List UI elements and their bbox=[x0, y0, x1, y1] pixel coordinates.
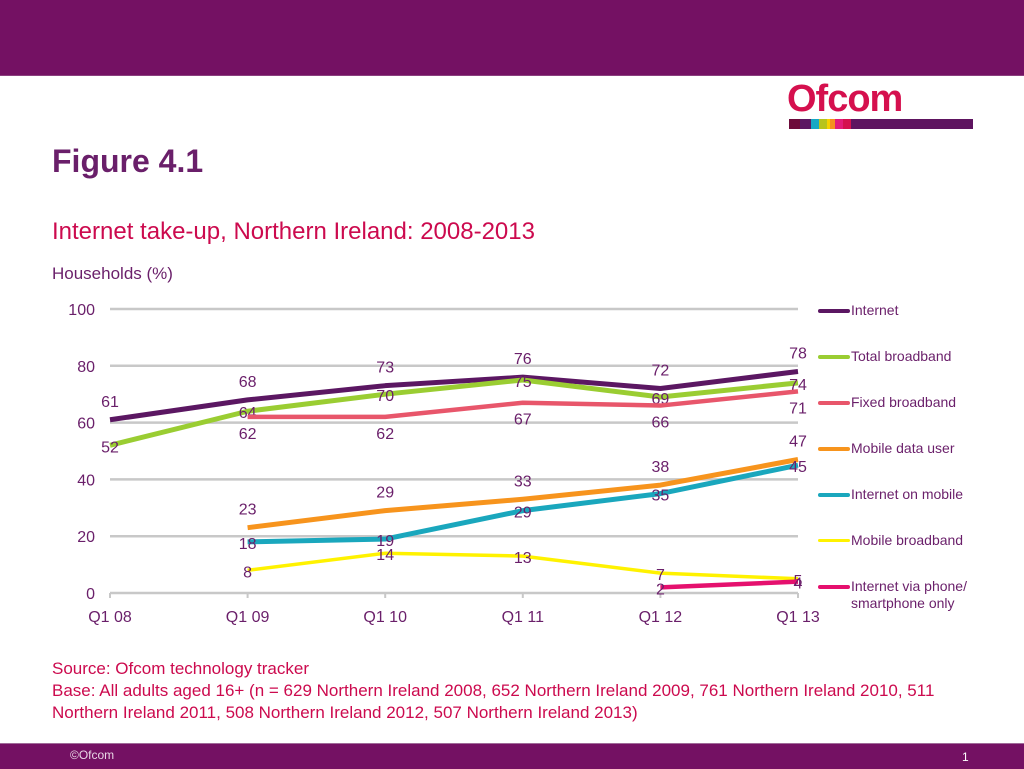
legend-item: Total broadband bbox=[818, 348, 981, 365]
legend-swatch bbox=[818, 309, 850, 313]
legend-label: Mobile broadband bbox=[851, 532, 964, 548]
series-line-fixed-broadband bbox=[247, 389, 799, 420]
data-label-mobile-data-user: 38 bbox=[652, 459, 670, 476]
y-tick-label: 0 bbox=[86, 586, 95, 603]
data-label-mobile-broadband: 14 bbox=[376, 547, 394, 564]
data-label-internet: 76 bbox=[514, 351, 532, 368]
data-label-internet: 61 bbox=[101, 394, 119, 411]
series-line-mobile-data-user bbox=[247, 457, 799, 531]
logo-bar-segment bbox=[789, 119, 800, 129]
data-label-mobile-data-user: 29 bbox=[376, 485, 394, 502]
data-label-internet-on-mobile: 19 bbox=[376, 533, 394, 550]
chart-title: Internet take-up, Northern Ireland: 2008… bbox=[52, 218, 535, 245]
legend-swatch bbox=[818, 447, 850, 451]
x-tick-label: Q1 13 bbox=[776, 609, 820, 626]
data-label-total-broadband: 70 bbox=[376, 388, 394, 405]
data-label-internet-on-mobile: 35 bbox=[652, 488, 670, 505]
data-label-fixed-broadband: 62 bbox=[376, 426, 394, 443]
data-label-internet: 68 bbox=[239, 374, 257, 391]
legend-label: Internet bbox=[851, 302, 899, 318]
legend-item: Internet via phone/ smartphone only bbox=[818, 578, 976, 612]
logo-bar-segment bbox=[835, 119, 843, 129]
logo-bar-segment bbox=[827, 119, 830, 129]
logo-bar-segment bbox=[830, 119, 835, 129]
x-tick-label: Q1 10 bbox=[363, 609, 407, 626]
legend-swatch bbox=[818, 401, 850, 405]
data-label-mobile-broadband: 8 bbox=[243, 564, 252, 581]
legend-swatch bbox=[818, 539, 850, 542]
data-label-mobile-broadband: 13 bbox=[514, 550, 532, 567]
series-line-internet-via-phone-smartphone-only bbox=[660, 579, 799, 590]
legend-label: Mobile data user bbox=[851, 440, 955, 456]
logo-color-bar bbox=[789, 119, 973, 129]
legend-item: Mobile broadband bbox=[818, 532, 981, 549]
base-line: Base: All adults aged 16+ (n = 629 North… bbox=[52, 681, 935, 722]
series-line-internet-on-mobile bbox=[247, 462, 799, 545]
data-label-mobile-data-user: 23 bbox=[239, 502, 257, 519]
legend-label: Internet on mobile bbox=[851, 486, 964, 502]
data-label-internet: 78 bbox=[789, 345, 807, 362]
data-label-internet-on-mobile: 18 bbox=[239, 536, 257, 553]
page-number: 1 bbox=[962, 750, 969, 764]
logo-wordmark: Ofcom bbox=[787, 78, 903, 120]
x-tick-label: Q1 12 bbox=[639, 609, 683, 626]
legend-swatch bbox=[818, 493, 850, 497]
logo-bar-segment bbox=[843, 119, 851, 129]
legend-swatch bbox=[818, 355, 850, 359]
logo-bar-segment bbox=[851, 119, 973, 129]
data-label-fixed-broadband: 71 bbox=[789, 400, 807, 417]
data-label-fixed-broadband: 67 bbox=[514, 412, 532, 429]
legend-item: Internet bbox=[818, 302, 981, 319]
data-label-total-broadband: 64 bbox=[239, 405, 257, 422]
logo-bar-segment bbox=[819, 119, 827, 129]
legend-label: Fixed broadband bbox=[851, 394, 957, 410]
logo-bar-segment bbox=[811, 119, 819, 129]
legend-item: Internet on mobile bbox=[818, 486, 981, 503]
data-label-internet: 72 bbox=[652, 363, 670, 380]
y-axis-title: Households (%) bbox=[52, 264, 173, 283]
data-label-mobile-data-user: 33 bbox=[514, 473, 532, 490]
data-label-internet: 73 bbox=[376, 360, 394, 377]
ofcom-logo: Ofcom bbox=[787, 78, 973, 130]
series-line-total-broadband bbox=[109, 377, 799, 448]
x-tick-label: Q1 08 bbox=[88, 609, 132, 626]
source-note: Source: Ofcom technology tracker Base: A… bbox=[52, 658, 952, 724]
line-chart: 0 20 40 60 80 100 Q1 08 Q1 09 Q1 10 Q1 11 Q1 12 Q1 … bbox=[68, 302, 820, 626]
footer-band: ©Ofcom 1 bbox=[0, 743, 1024, 769]
figure-label: Figure 4.1 bbox=[52, 143, 204, 179]
y-tick-label: 80 bbox=[77, 359, 95, 376]
data-label-internet-on-mobile: 45 bbox=[789, 459, 807, 476]
copyright: ©Ofcom bbox=[70, 748, 115, 762]
legend-item: Fixed broadband bbox=[818, 394, 981, 411]
logo-bar-segment bbox=[800, 119, 811, 129]
y-tick-label: 20 bbox=[77, 529, 95, 546]
y-tick-label: 60 bbox=[77, 416, 95, 433]
y-tick-label: 40 bbox=[77, 472, 95, 489]
data-label-mobile-broadband: 7 bbox=[656, 567, 665, 584]
legend-label: Total broadband bbox=[851, 348, 952, 364]
data-label-internet-via-phone-smartphone-only: 2 bbox=[656, 581, 665, 598]
legend-swatch bbox=[818, 585, 850, 589]
data-label-fixed-broadband: 62 bbox=[239, 426, 257, 443]
data-label-fixed-broadband: 66 bbox=[652, 415, 670, 432]
data-label-mobile-broadband: 5 bbox=[794, 573, 803, 590]
header-band bbox=[0, 0, 1024, 76]
data-label-total-broadband: 52 bbox=[101, 439, 119, 456]
data-label-mobile-data-user: 47 bbox=[789, 434, 807, 451]
x-tick-label: Q1 11 bbox=[502, 609, 545, 626]
source-line: Source: Ofcom technology tracker bbox=[52, 659, 310, 678]
data-label-internet-on-mobile: 29 bbox=[514, 505, 532, 522]
y-tick-label: 100 bbox=[68, 302, 95, 319]
series-line-internet bbox=[109, 368, 799, 423]
data-label-internet-via-phone-smartphone-only: 4 bbox=[794, 576, 803, 593]
legend-item: Mobile data user bbox=[818, 440, 981, 457]
x-tick-label: Q1 09 bbox=[226, 609, 270, 626]
legend-label: Internet via phone/ smartphone only bbox=[851, 578, 967, 611]
data-label-total-broadband: 75 bbox=[514, 374, 532, 391]
series-line-mobile-broadband bbox=[247, 551, 799, 581]
